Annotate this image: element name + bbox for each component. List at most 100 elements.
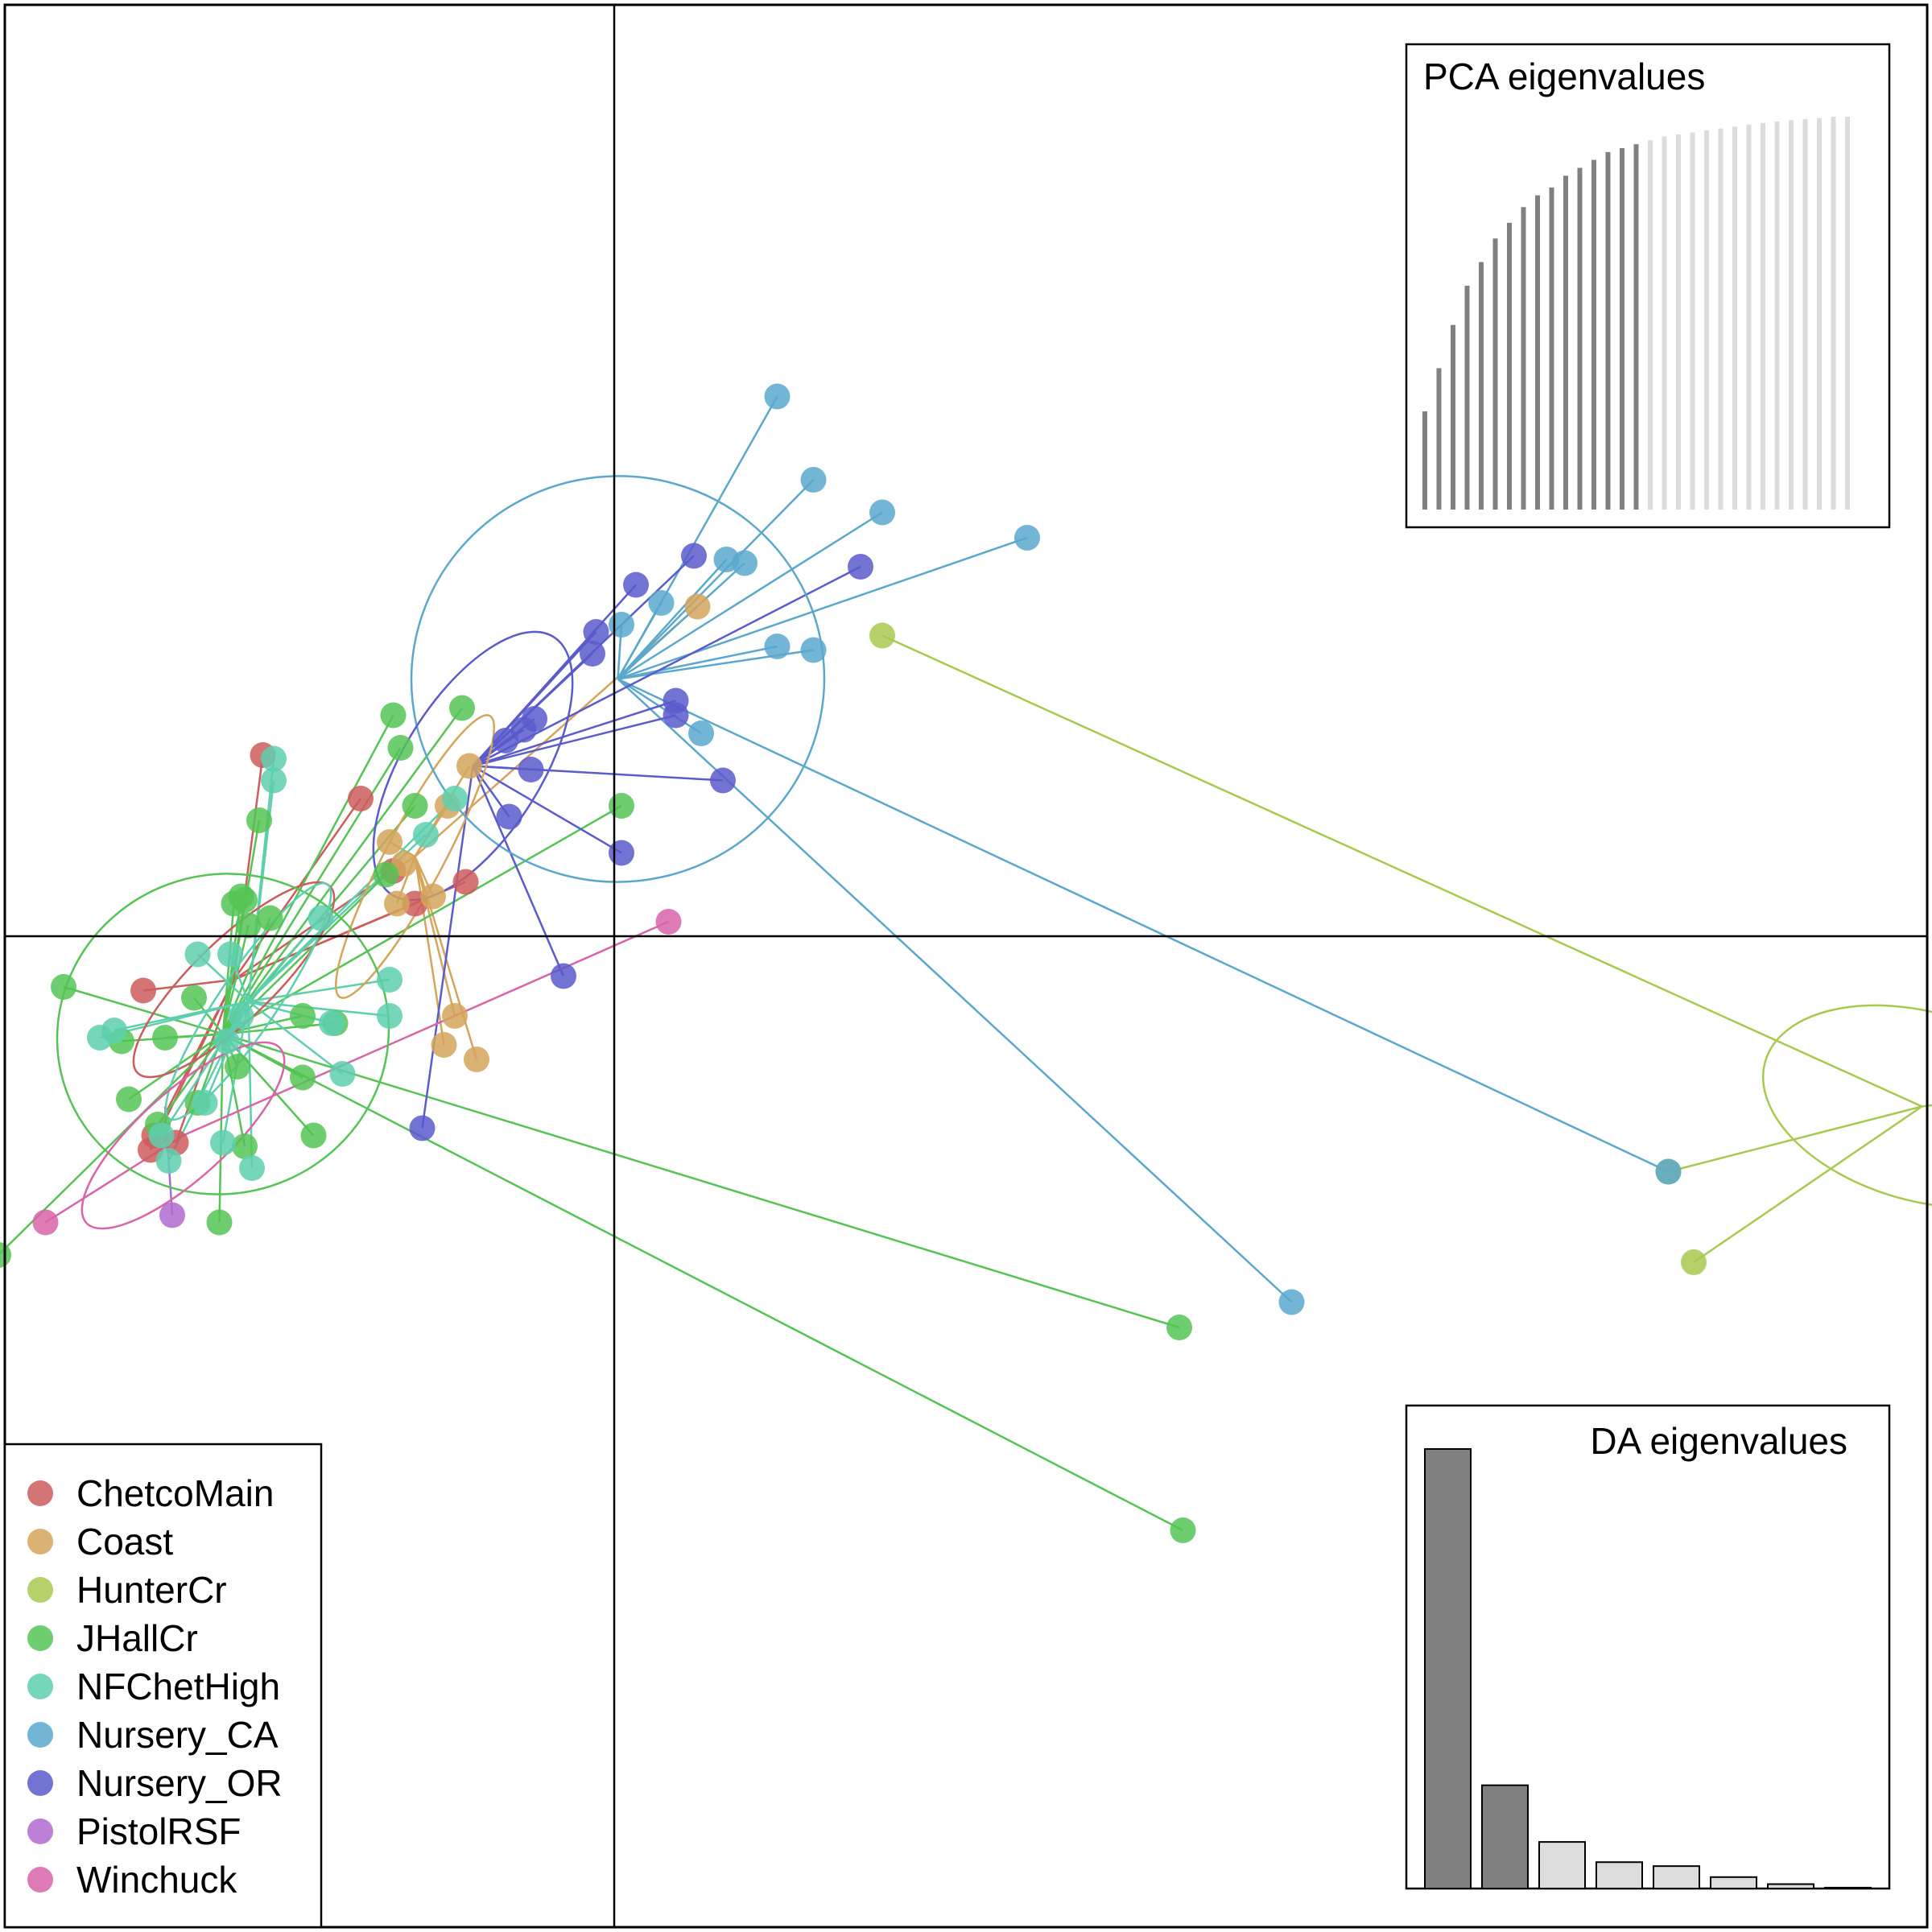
point-winchuck — [32, 1209, 59, 1236]
legend-marker-nfchethigh — [27, 1674, 53, 1699]
link-nfchethigh — [247, 1001, 344, 1075]
legend-label-huntercr: HunterCr — [76, 1569, 227, 1611]
legend-label-nursery-or: Nursery_OR — [76, 1762, 283, 1804]
da-eigenvalue-bar — [1538, 1841, 1586, 1890]
link-nursery-ca — [617, 602, 663, 680]
point-nursery-ca — [764, 383, 791, 410]
point-jhallcr — [51, 974, 76, 1000]
point-huntercr — [869, 622, 895, 649]
link-jhallcr — [221, 707, 464, 1035]
point-nursery-or — [848, 554, 873, 580]
da-eigenvalues-inset: DA eigenvalues — [1405, 1404, 1891, 1890]
link-jhallcr — [222, 1033, 315, 1137]
link-jhallcr — [221, 925, 250, 1034]
point-nursery-or — [496, 803, 522, 830]
link-nfchethigh — [248, 1000, 332, 1025]
point-nursery-ca — [1655, 1158, 1682, 1185]
legend-frame — [3, 1443, 323, 1929]
link-nfchethigh — [248, 1000, 390, 1018]
point-winchuck — [655, 909, 682, 935]
point-nfchethigh — [155, 1148, 182, 1174]
point-jhallcr — [290, 1064, 316, 1091]
point-jhallcr — [232, 1133, 258, 1159]
point-nfchethigh — [87, 1025, 113, 1051]
point-nursery-ca — [764, 634, 791, 659]
link-nursery-ca — [617, 511, 883, 680]
point-coast — [377, 829, 402, 855]
link-huntercr — [1922, 1104, 1932, 1108]
plot-frame — [3, 3, 1929, 1929]
legend-label-nursery-ca: Nursery_CA — [76, 1714, 279, 1756]
point-jhallcr — [609, 793, 634, 819]
point-chetcomain — [130, 977, 156, 1004]
point-coast — [464, 1046, 489, 1072]
point-jhallcr — [257, 905, 283, 931]
link-nursery-or — [472, 766, 565, 976]
point-nfchethigh — [261, 767, 287, 794]
point-jhallcr — [300, 1122, 327, 1149]
point-nursery-or — [518, 757, 544, 782]
point-nursery-ca — [1278, 1289, 1305, 1315]
link-huntercr — [1693, 1105, 1923, 1264]
point-nursery-ca — [1014, 525, 1040, 551]
link-nfchethigh — [247, 758, 275, 1002]
link-jhallcr — [222, 1033, 1184, 1532]
legend: ChetcoMain Coast HunterCr JHallCr NFChetHigh… — [3, 1443, 323, 1929]
point-coast — [456, 753, 482, 779]
point-huntercr — [1681, 1249, 1707, 1275]
link-nursery-or — [473, 765, 724, 782]
point-nursery-or — [681, 543, 707, 569]
link-jhallcr — [218, 1034, 225, 1223]
ellipse-nfchethigh — [164, 881, 332, 1121]
centroid-links — [0, 395, 1932, 1532]
point-nfchethigh — [213, 1028, 240, 1055]
pca-inset-title: PCA eigenvalues — [1423, 56, 1705, 97]
da-inset-frame — [1405, 1404, 1891, 1890]
link-huntercr — [881, 634, 1923, 1108]
point-jhallcr — [206, 1209, 233, 1236]
da-eigenvalue-bar — [1481, 1784, 1529, 1889]
point-jhallcr — [228, 883, 254, 910]
point-nursery-or — [663, 702, 689, 729]
point-nfchethigh — [377, 1003, 402, 1029]
link-nursery-or — [473, 700, 676, 767]
point-pistolrsf — [159, 1202, 185, 1228]
da-bars — [1424, 1448, 1872, 1890]
point-nfchethigh — [210, 1129, 236, 1156]
legend-label-jhallcr: JHallCr — [76, 1617, 198, 1659]
link-chetcomain — [142, 978, 234, 992]
legend-marker-coast — [27, 1529, 53, 1554]
link-nfchethigh — [247, 917, 322, 1002]
point-nursery-ca — [648, 590, 675, 616]
point-nfchethigh — [319, 1010, 345, 1036]
point-nfchethigh — [261, 745, 287, 772]
point-chetcomain — [452, 869, 479, 895]
ellipse-winchuck — [80, 1041, 286, 1230]
da-eigenvalue-bar — [1653, 1865, 1700, 1890]
point-nursery-or — [409, 1115, 436, 1141]
point-coast — [442, 1003, 468, 1029]
legend-label-coast: Coast — [76, 1521, 173, 1563]
legend-marker-nursery-ca — [27, 1722, 53, 1748]
point-jhallcr — [373, 861, 399, 888]
legend-marker-winchuck — [27, 1867, 53, 1893]
link-jhallcr — [222, 1022, 336, 1035]
point-coast — [431, 1032, 457, 1058]
point-nursery-or — [580, 641, 605, 667]
legend-label-chetcomain: ChetcoMain — [76, 1472, 274, 1514]
point-jhallcr — [402, 793, 428, 819]
legend-marker-huntercr — [27, 1577, 53, 1603]
legend-marker-chetcomain — [27, 1480, 53, 1506]
link-jhallcr — [128, 1033, 224, 1100]
pca-bars — [1422, 117, 1850, 510]
point-coast — [384, 890, 410, 917]
point-nursery-ca — [688, 720, 714, 746]
point-jhallcr — [181, 985, 207, 1011]
point-jhallcr — [225, 1054, 250, 1080]
link-nursery-ca — [617, 645, 778, 680]
point-jhallcr — [116, 1086, 142, 1113]
point-nfchethigh — [239, 1155, 265, 1181]
point-jhallcr — [380, 702, 407, 729]
point-nfchethigh — [308, 905, 334, 931]
